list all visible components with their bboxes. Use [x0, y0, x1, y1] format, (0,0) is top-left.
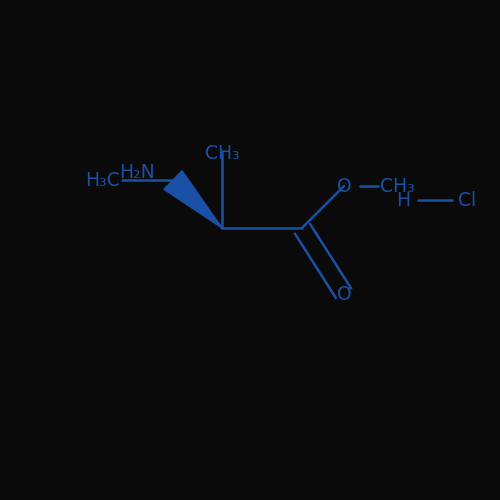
Polygon shape: [164, 170, 222, 228]
Text: H₃C: H₃C: [85, 170, 120, 190]
Text: Cl: Cl: [458, 190, 476, 210]
Text: O: O: [336, 284, 351, 304]
Text: H₂N: H₂N: [120, 164, 155, 182]
Text: CH₃: CH₃: [380, 176, 415, 196]
Text: O: O: [336, 176, 351, 196]
Text: CH₃: CH₃: [204, 144, 240, 163]
Text: H: H: [396, 190, 410, 210]
